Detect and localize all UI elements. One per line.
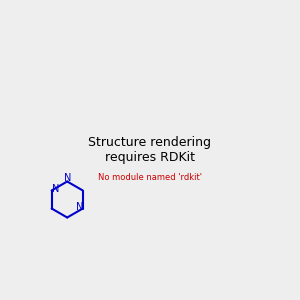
Text: N: N [52, 184, 59, 194]
Text: No module named 'rdkit': No module named 'rdkit' [98, 172, 202, 182]
Text: Structure rendering
requires RDKit: Structure rendering requires RDKit [88, 136, 212, 164]
Text: N: N [76, 202, 83, 212]
Text: N: N [64, 173, 71, 183]
